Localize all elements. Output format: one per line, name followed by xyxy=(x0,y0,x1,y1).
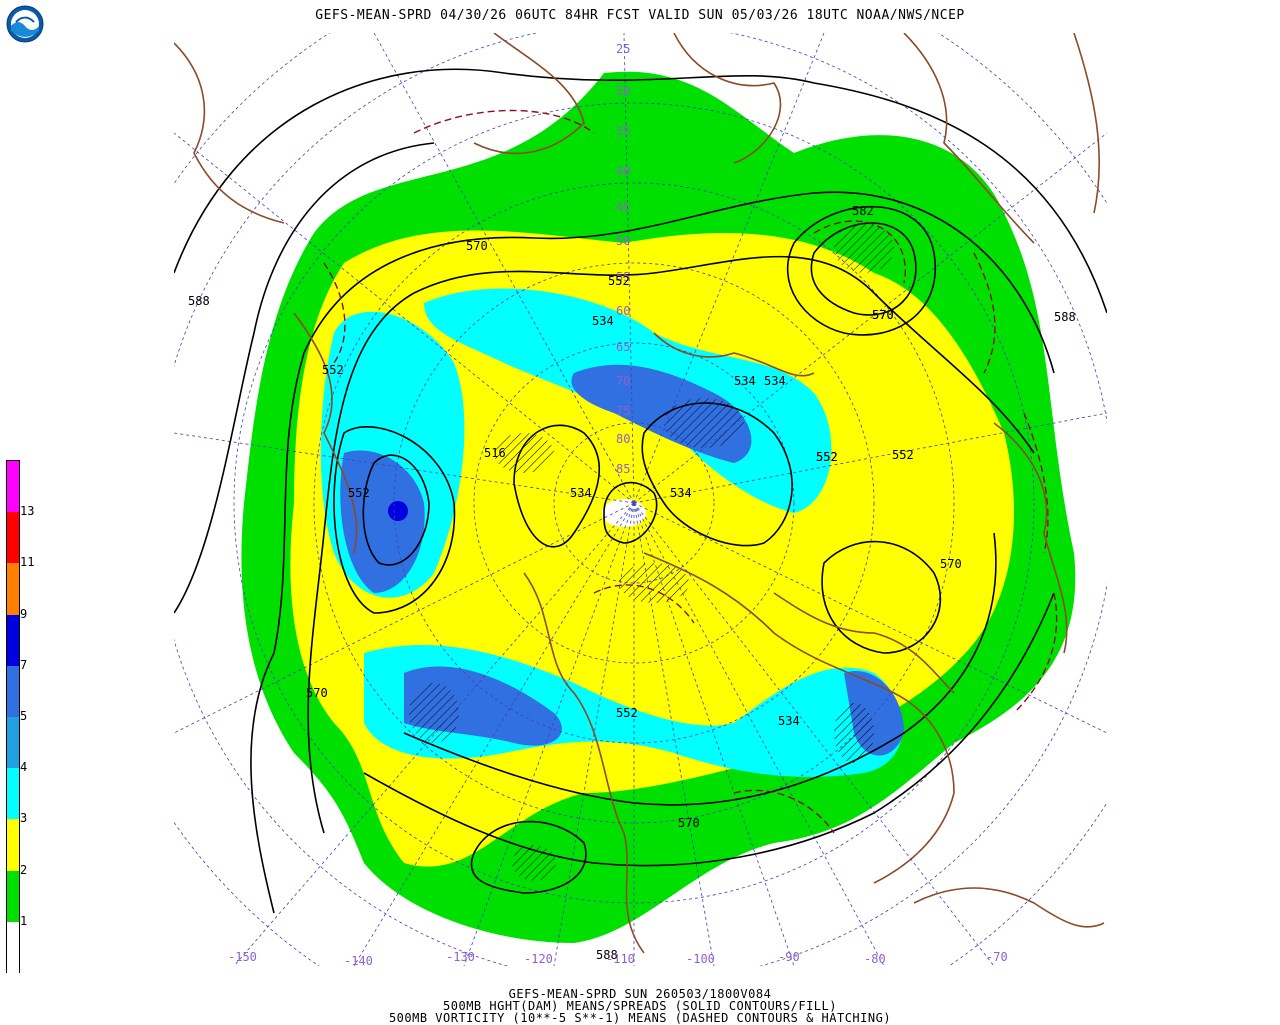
contour-label: 570 xyxy=(872,308,894,322)
footer-height-line: 500MB HGHT(DAM) MEANS/SPREADS (SOLID CON… xyxy=(443,999,837,1013)
footer-vorticity-line: 500MB VORTICITY (10**-5 S**-1) MEANS (DA… xyxy=(388,1011,892,1025)
lat-label: 30 xyxy=(616,84,630,98)
colorbar-label: 9 xyxy=(20,606,28,621)
spread-fill-low xyxy=(602,499,646,527)
colorbar-segment xyxy=(6,818,20,871)
lon-label: -140 xyxy=(344,954,373,966)
lat-label: 45 xyxy=(616,200,630,214)
colorbar-label: 1 xyxy=(20,913,28,928)
contour-label: 588 xyxy=(1054,310,1076,324)
colorbar-segment xyxy=(6,511,20,564)
lon-label: -110 xyxy=(606,952,635,966)
lat-label: 75 xyxy=(616,404,630,418)
lon-label: -90 xyxy=(778,950,800,964)
contour-label: 570 xyxy=(872,308,894,322)
lon-label: -120 xyxy=(524,952,553,966)
contour-label: 534 xyxy=(570,486,592,500)
footer-run-line: GEFS-MEAN-SPRD SUN 260503/1800V084 xyxy=(508,987,772,1001)
lon-label: -70 xyxy=(986,950,1008,964)
contour-label: 552 xyxy=(348,486,370,500)
contour-label: 516 xyxy=(484,446,506,460)
contour-label: 552 xyxy=(616,706,638,720)
lat-label: 65 xyxy=(616,340,630,354)
contour-label: 570 xyxy=(306,686,328,700)
colorbar-label: 11 xyxy=(20,555,35,570)
lat-label: 35 xyxy=(616,124,630,138)
colorbar-label: 2 xyxy=(20,862,28,877)
lat-label: 40 xyxy=(616,164,630,178)
colorbar-label: 4 xyxy=(20,760,28,775)
spread-colorbar xyxy=(6,460,20,973)
lat-label: 80 xyxy=(616,432,630,446)
contour-label: 570 xyxy=(678,816,700,830)
contour-label: 552 xyxy=(816,450,838,464)
contour-label: 552 xyxy=(892,448,914,462)
colorbar-label: 5 xyxy=(20,709,28,723)
contour-label: 534 xyxy=(670,486,692,500)
colorbar-segment xyxy=(6,460,20,513)
colorbar-label: 7 xyxy=(20,657,28,672)
colorbar-segment xyxy=(6,664,20,717)
contour-label: 570 xyxy=(466,239,488,253)
colorbar-segment xyxy=(6,767,20,820)
contour-label: 534 xyxy=(592,314,614,328)
colorbar-label: 13 xyxy=(20,504,35,519)
spread-fill-3b xyxy=(364,644,903,777)
lat-label: 55 xyxy=(616,270,630,284)
contour-label: 534 xyxy=(764,374,786,388)
page-title: GEFS-MEAN-SPRD 04/30/26 06UTC 84HR FCST … xyxy=(315,8,965,23)
lon-label: -80 xyxy=(864,952,886,966)
colorbar-label: 3 xyxy=(20,811,28,826)
contour-label: 588 xyxy=(188,294,210,308)
lon-label: -100 xyxy=(686,952,715,966)
colorbar-segment xyxy=(6,920,20,973)
contour-label: 588 xyxy=(596,948,618,962)
noaa-logo: NOAA xyxy=(6,5,44,47)
lat-label: 60 xyxy=(616,304,630,318)
forecast-map: 25 30 35 40 45 50 55 60 65 70 75 80 85 5… xyxy=(174,33,1107,966)
spread-fill-4a xyxy=(340,450,425,593)
contour-label: 552 xyxy=(608,274,630,288)
contour-label: 552 xyxy=(816,450,838,464)
contour-label: 570 xyxy=(940,557,962,571)
colorbar-segment xyxy=(6,869,20,922)
lat-label: 85 xyxy=(616,462,630,476)
lat-label: 70 xyxy=(616,374,630,388)
contour-label: 534 xyxy=(778,714,800,728)
svg-text:NOAA: NOAA xyxy=(18,13,33,19)
lat-label: 25 xyxy=(616,42,630,56)
spread-fill-max xyxy=(388,501,408,521)
colorbar-segment xyxy=(6,562,20,615)
lon-label: -130 xyxy=(446,950,475,964)
colorbar-segment xyxy=(6,716,20,769)
contour-label: 552 xyxy=(322,363,344,377)
contour-label: 534 xyxy=(734,374,756,388)
colorbar-segment xyxy=(6,613,20,666)
contour-label: 582 xyxy=(852,204,874,218)
lon-label: -150 xyxy=(228,950,257,964)
lat-label: 50 xyxy=(616,234,630,248)
